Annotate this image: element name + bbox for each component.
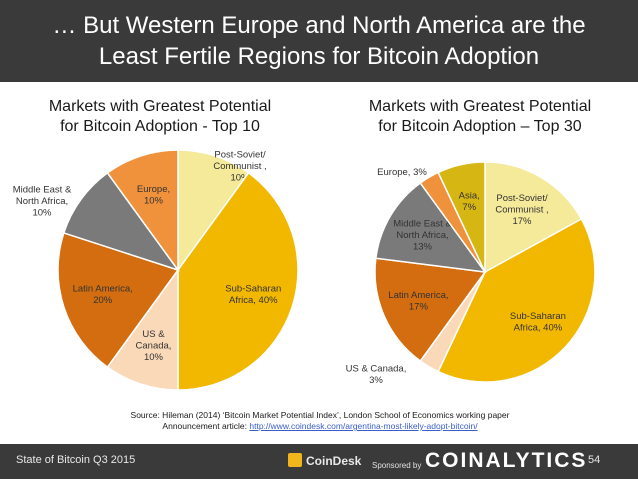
pie-top10-label-latin-america: Latin America, 20% [73, 284, 133, 307]
pie-top30-label-asia: Asia, 7% [459, 190, 480, 213]
pie-top30-label-sub-saharan-africa: Sub-Saharan Africa, 40% [510, 311, 566, 334]
pie-top30-slice-asia [437, 161, 486, 273]
pie-top10-slice-latin-america [57, 231, 180, 369]
coindesk-logo-icon [288, 453, 302, 467]
pie-top30-slice-sub-saharan-africa [437, 217, 596, 383]
coindesk-logo: CoinDesk [288, 453, 361, 468]
pie-top10-label-middle-east-north-africa: Middle East & North Africa, 10% [13, 185, 72, 219]
pie-top30-label-latin-america: Latin America, 17% [388, 290, 448, 313]
footer-bar: State of Bitcoin Q3 2015 CoinDesk Sponso… [0, 444, 638, 479]
pie-charts-canvas: Asia, 0%Post-Soviet/Communist ,10%Sub-Sa… [13, 149, 596, 391]
coindesk-logo-text: CoinDesk [306, 454, 362, 468]
pie-top30-label-middle-east-north-africa: Middle East & North Africa, 13% [393, 219, 452, 253]
pie-top30-slice-middle-east-north-africa [375, 181, 487, 273]
chart-title-top30-line1: Markets with Greatest Potential [368, 98, 592, 115]
pie-top10-label-europe: Europe, 10% [137, 184, 170, 207]
source-note: Source: Hileman (2014) ‘Bitcoin Market P… [60, 410, 580, 432]
pie-top30-label-us-canada: US & Canada, 3% [346, 363, 407, 386]
sponsored-by-label: Sponsored by [372, 461, 422, 470]
chart-title-top10-line2: for Bitcoin Adoption - Top 10 [60, 118, 260, 135]
announcement-line: Announcement article: http://www.coindes… [60, 421, 580, 432]
pie-top10-slice-middle-east-north-africa [62, 171, 180, 272]
announcement-link[interactable]: http://www.coindesk.com/argentina-most-l… [249, 421, 478, 431]
pie-top10-label-post-soviet-communist: Post-Soviet/Communist , 10% [213, 150, 266, 184]
announcement-prefix: Announcement article: [162, 421, 250, 431]
pie-top30-label-post-soviet-communist: Post-Soviet/Communist , 17% [495, 193, 548, 227]
pie-top10-slice-europe [106, 149, 179, 273]
slide-title-line1: … But Western Europe and North America a… [52, 12, 586, 39]
title-bar: … But Western Europe and North America a… [0, 0, 638, 82]
slide-title: … But Western Europe and North America a… [10, 10, 628, 72]
chart-title-top30-line2: for Bitcoin Adoption – Top 30 [378, 118, 582, 135]
chart-title-top10: Markets with Greatest Potential for Bitc… [20, 97, 300, 137]
footer-label: State of Bitcoin Q3 2015 [16, 454, 136, 466]
chart-title-top10-line1: Markets with Greatest Potential [48, 98, 272, 115]
page-number: 54 [588, 454, 601, 466]
pie-top10-slice-us-canada [106, 267, 179, 391]
pie-top30-slice-latin-america [374, 257, 487, 363]
slide-title-line2: Least Fertile Regions for Bitcoin Adopti… [98, 43, 540, 70]
pie-top10-label-us-canada: US & Canada, 10% [136, 329, 172, 363]
pie-top10-slice-sub-saharan-africa [177, 171, 299, 391]
coinalytics-logo: COINALYTICS [425, 449, 588, 472]
pie-top10-slice-post-soviet-communist [177, 149, 250, 273]
pie-top30-slice-post-soviet-communist [484, 161, 583, 274]
pie-top10-label-sub-saharan-africa: Sub-Saharan Africa, 40% [225, 284, 281, 307]
chart-title-top30: Markets with Greatest Potential for Bitc… [330, 97, 630, 137]
pie-top30-label-europe: Europe, 3% [377, 167, 427, 178]
source-line: Source: Hileman (2014) ‘Bitcoin Market P… [130, 410, 510, 420]
